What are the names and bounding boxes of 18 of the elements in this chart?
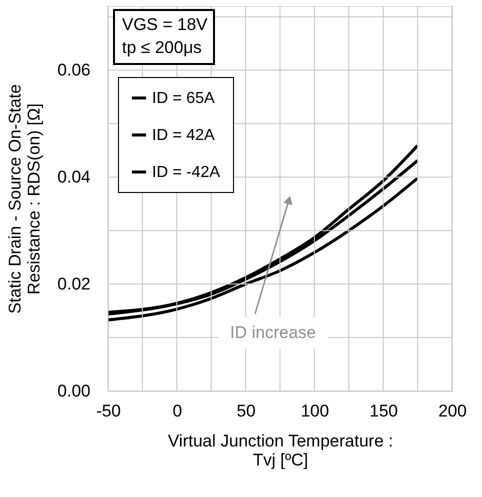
annotation: tp ≤ 200μs bbox=[122, 38, 202, 57]
y-tick-label: 0.04 bbox=[57, 168, 90, 187]
annotation: VGS = 18V bbox=[122, 15, 208, 34]
x-tick-label: 200 bbox=[438, 402, 467, 420]
legend-label: ID = -42A bbox=[152, 164, 220, 181]
x-tick-label: 0 bbox=[172, 402, 182, 420]
x-tick-label: 100 bbox=[300, 402, 330, 420]
x-tick-label: 150 bbox=[370, 402, 398, 420]
legend-label: ID = 65A bbox=[152, 90, 216, 107]
y-axis-title: Static Drain - Source On-State Resistance : RDS(on) [Ω] bbox=[5, 84, 44, 314]
y-tick-label: 0.02 bbox=[57, 274, 90, 294]
y-tick-label: 0.00 bbox=[57, 382, 90, 400]
y-tick-label: 0.06 bbox=[57, 60, 90, 80]
x-tick-label: 50 bbox=[236, 402, 256, 420]
annotation: ID increase bbox=[230, 323, 316, 342]
x-axis-title: Virtual Junction Temperature : Tvj [ºC] bbox=[168, 432, 394, 470]
x-tick-label: -50 bbox=[96, 402, 121, 420]
legend-label: ID = 42A bbox=[152, 127, 216, 144]
